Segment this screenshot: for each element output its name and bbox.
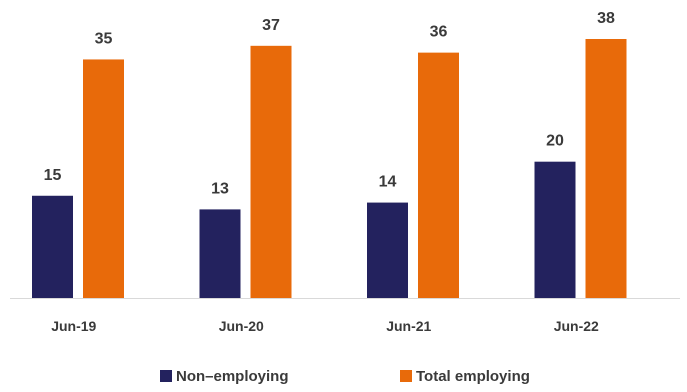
bar-non-employing-jun-19 [32,195,73,298]
data-label: 37 [262,17,280,34]
bar-non-employing-jun-21 [367,202,408,298]
data-label: 15 [44,167,62,184]
data-label: 13 [211,180,229,197]
data-label: 14 [379,174,397,191]
bar-total-employing-jun-20 [250,45,292,298]
legend-swatch [160,370,172,382]
data-labels-layer: 15 35 13 37 14 36 20 38 [44,10,615,197]
x-tick-labels-layer: Jun-19 Jun-20 Jun-21 Jun-22 [51,318,599,334]
legend: Non–employing Total employing [160,368,530,385]
legend-label: Total employing [416,368,530,385]
legend-label: Non–employing [176,368,289,385]
x-tick-label: Jun-19 [51,318,96,334]
legend-swatch [400,370,412,382]
data-label: 20 [546,133,564,150]
data-label: 38 [597,10,615,27]
data-label: 36 [430,24,448,41]
bar-total-employing-jun-22 [585,39,627,298]
bar-total-employing-jun-21 [418,52,459,299]
bar-non-employing-jun-22 [534,161,576,298]
x-tick-label: Jun-21 [386,318,431,334]
x-tick-label: Jun-20 [219,318,264,334]
data-label: 35 [95,30,113,47]
x-tick-label: Jun-22 [554,318,599,334]
bar-non-employing-jun-20 [199,209,241,298]
bars-layer [32,39,627,299]
bar-total-employing-jun-19 [83,59,124,298]
